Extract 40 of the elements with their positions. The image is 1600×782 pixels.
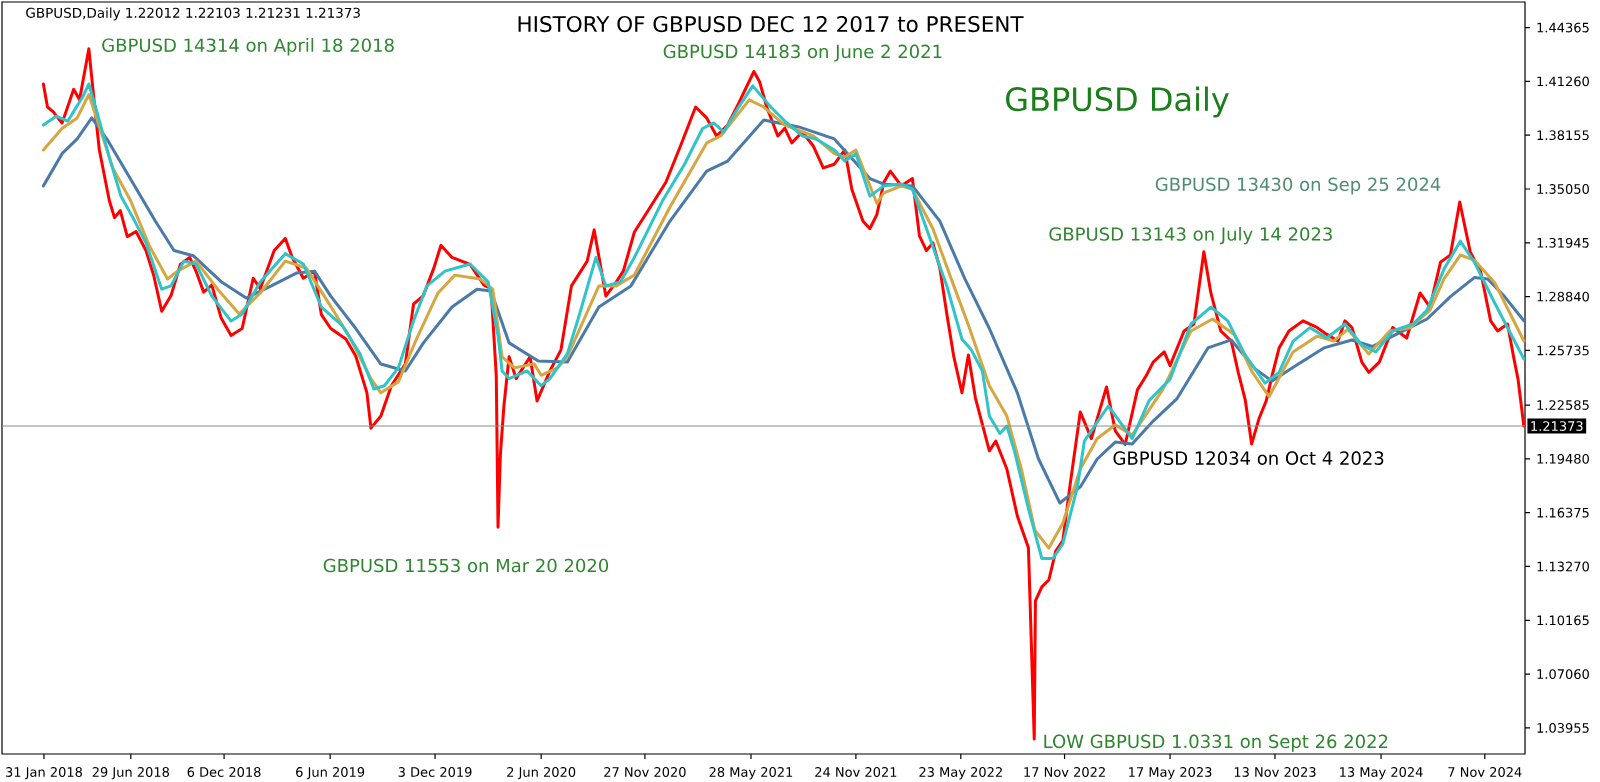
y-tick-label: 1.41260 [1537, 76, 1589, 87]
y-tick-label: 1.22585 [1537, 400, 1589, 410]
annotation: GBPUSD 13430 on Sep 25 2024 [1155, 177, 1441, 195]
x-tick-label: 13 Nov 2023 [1234, 767, 1316, 777]
x-tick-label: 29 Jun 2018 [92, 767, 169, 780]
x-tick-label: 28 May 2021 [709, 767, 793, 780]
y-tick-label: 1.44365 [1537, 22, 1589, 33]
y-tick-label: 1.03955 [1537, 723, 1589, 733]
y-tick-label: 1.38155 [1537, 130, 1589, 141]
x-tick-label: 2 Jun 2020 [507, 767, 576, 780]
y-tick-label: 1.25735 [1537, 345, 1589, 356]
ref-line-label: 1.21373 [1531, 421, 1583, 431]
x-tick-label: 6 Dec 2018 [187, 767, 261, 777]
y-tick-label: 1.31945 [1537, 237, 1589, 248]
x-tick-label: 7 Nov 2024 [1448, 767, 1522, 777]
annotation: GBPUSD 12034 on Oct 4 2023 [1113, 451, 1384, 465]
x-tick-label: 24 Nov 2021 [815, 767, 897, 777]
x-tick-label: 3 Dec 2019 [398, 767, 472, 777]
x-tick-label: 23 May 2022 [919, 767, 1002, 780]
annotation: GBPUSD,Daily 1.22012 1.22103 1.21231 1.21373 [26, 7, 360, 21]
x-tick-label: 31 Jan 2018 [6, 767, 83, 780]
y-tick-label: 1.07060 [1537, 669, 1589, 680]
annotation: GBPUSD Daily [1006, 86, 1229, 118]
y-tick-label: 1.10165 [1537, 615, 1589, 626]
x-tick-label: 6 Jun 2019 [296, 767, 365, 780]
y-tick-label: 1.35050 [1537, 184, 1589, 194]
y-tick-label: 1.28840 [1537, 291, 1589, 302]
annotation: GBPUSD 11553 on Mar 20 2020 [323, 558, 609, 573]
text: HISTORY OF GBPUSD DEC 12 2017 to PRESENT [518, 15, 1024, 33]
x-tick-label: 13 May 2024 [1340, 767, 1423, 780]
x-tick-label: 27 Nov 2020 [604, 767, 686, 777]
annotation: GBPUSD 14183 on June 2 2021 [663, 44, 942, 62]
annotation: GBPUSD 13143 on July 14 2023 [1049, 226, 1332, 245]
y-tick-label: 1.16375 [1537, 507, 1589, 518]
y-tick-label: 1.19480 [1537, 453, 1589, 464]
annotation: GBPUSD 14314 on April 18 2018 [102, 38, 394, 56]
annotation: LOW GBPUSD 1.0331 on Sept 26 2022 [1044, 734, 1388, 752]
x-tick-label: 17 Nov 2022 [1024, 767, 1105, 777]
x-tick-label: 17 May 2023 [1129, 767, 1212, 780]
y-tick-label: 1.13270 [1537, 561, 1589, 572]
